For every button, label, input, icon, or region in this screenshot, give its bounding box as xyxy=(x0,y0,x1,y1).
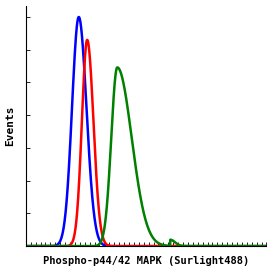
X-axis label: Phospho-p44/42 MAPK (Surlight488): Phospho-p44/42 MAPK (Surlight488) xyxy=(43,256,249,267)
Y-axis label: Events: Events xyxy=(5,106,16,146)
